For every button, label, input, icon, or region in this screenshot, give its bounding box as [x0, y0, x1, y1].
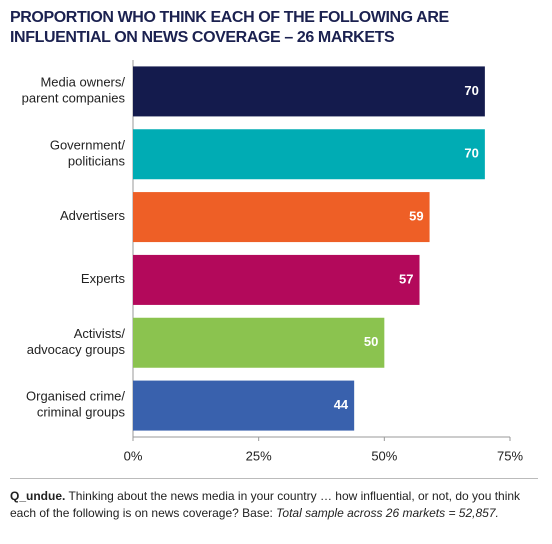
y-tick-label-line: Organised crime/ — [26, 389, 125, 404]
chart-title: PROPORTION WHO THINK EACH OF THE FOLLOWI… — [10, 9, 449, 46]
y-tick-label-line: criminal groups — [37, 405, 126, 420]
y-tick-label: Activists/advocacy groups — [27, 326, 126, 357]
x-tick-label: 0% — [124, 448, 143, 463]
footnote-lead: Q_undue. — [10, 489, 66, 503]
x-tick-label: 50% — [371, 448, 397, 463]
value-label: 57 — [399, 271, 413, 286]
bar — [133, 192, 430, 243]
y-tick-label-line: Experts — [81, 271, 126, 286]
y-tick-label-line: Activists/ — [74, 326, 126, 341]
value-label: 44 — [334, 397, 349, 412]
y-tick-label-line: Media owners/ — [40, 75, 125, 90]
value-label: 59 — [409, 209, 423, 224]
separator — [10, 478, 538, 479]
x-tick-label: 75% — [497, 448, 523, 463]
bar — [133, 66, 485, 117]
y-tick-label-line: politicians — [68, 154, 126, 169]
bar — [133, 129, 485, 180]
y-tick-label: Government/politicians — [50, 138, 126, 169]
value-label: 50 — [364, 334, 378, 349]
y-tick-label-line: Advertisers — [60, 209, 126, 224]
y-tick-label: Organised crime/criminal groups — [26, 389, 125, 420]
footnote-body: Thinking about the news media in your co… — [10, 489, 521, 520]
y-tick-label-line: Government/ — [50, 138, 126, 153]
bar — [133, 254, 420, 305]
chart: 0% 25% 50% 75% Media owners/parent companies… — [22, 60, 523, 463]
footnote: Q_undue. Thinking about the news media i… — [10, 488, 540, 522]
y-tick-label: Advertisers — [60, 209, 126, 224]
value-label: 70 — [464, 146, 478, 161]
bar — [133, 380, 355, 431]
bar — [133, 317, 385, 368]
y-tick-label: Media owners/parent companies — [22, 75, 126, 106]
value-label: 70 — [464, 83, 478, 98]
x-tick-label: 25% — [246, 448, 272, 463]
y-tick-label: Experts — [81, 271, 126, 286]
y-tick-label-line: advocacy groups — [27, 342, 126, 357]
y-tick-label-line: parent companies — [22, 91, 126, 106]
footnote-italic: Total sample across 26 markets = 52,857. — [276, 506, 499, 520]
